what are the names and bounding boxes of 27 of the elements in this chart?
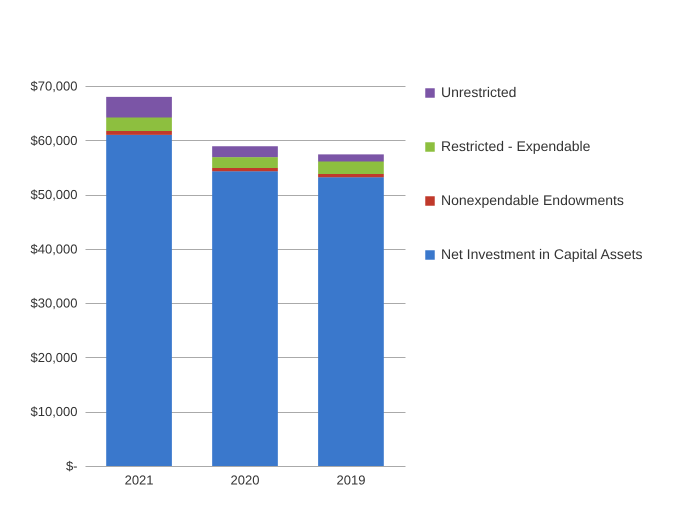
legend-label: Net Investment in Capital Assets bbox=[441, 246, 643, 262]
bar bbox=[318, 154, 384, 162]
bar bbox=[212, 171, 278, 466]
y-tick-label: $20,000 bbox=[30, 350, 78, 365]
x-tick-label: 2021 bbox=[124, 472, 154, 488]
bar bbox=[106, 117, 172, 132]
y-tick-label: $10,000 bbox=[30, 404, 78, 420]
bar bbox=[106, 134, 172, 466]
legend-label: Unrestricted bbox=[441, 84, 516, 100]
bar bbox=[212, 146, 278, 158]
y-tick-label: $30,000 bbox=[30, 296, 78, 311]
bar bbox=[106, 96, 172, 118]
bar bbox=[212, 168, 278, 172]
bar bbox=[318, 161, 384, 174]
bar bbox=[106, 131, 172, 135]
legend-label: Restricted - Expendable bbox=[441, 138, 591, 154]
x-tick-label: 2020 bbox=[230, 472, 260, 488]
y-tick-label: $60,000 bbox=[30, 132, 78, 148]
y-tick-label: $70,000 bbox=[30, 78, 78, 94]
legend-label: Nonexpendable Endowments bbox=[441, 192, 624, 208]
bar bbox=[212, 157, 278, 168]
y-tick-label: $40,000 bbox=[30, 241, 78, 256]
bar bbox=[318, 177, 384, 466]
bar bbox=[318, 174, 384, 178]
y-tick-label: $- bbox=[66, 458, 78, 474]
y-tick-label: $50,000 bbox=[30, 187, 78, 202]
x-tick-label: 2019 bbox=[336, 472, 366, 488]
